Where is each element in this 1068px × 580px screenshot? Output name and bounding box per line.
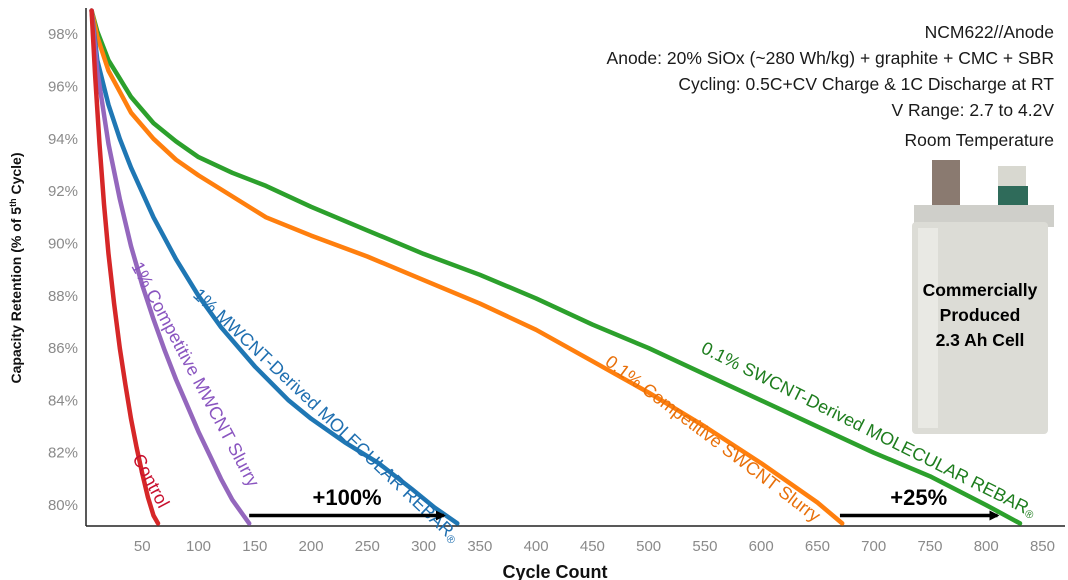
annotations: +100% +25% (249, 485, 1000, 521)
cell-body (912, 222, 1048, 434)
cell-photo: Commercially Produced 2.3 Ah Cell (912, 160, 1054, 434)
annotation-label-1: +100% (313, 485, 382, 510)
x-tick-label: 850 (1030, 538, 1055, 555)
x-tick-label: 800 (974, 538, 999, 555)
x-tick-label: 700 (861, 538, 886, 555)
x-tick-label: 750 (917, 538, 942, 555)
x-tick-label: 650 (805, 538, 830, 555)
y-tick-label: 84% (48, 392, 78, 409)
axes (85, 8, 1065, 527)
x-tick-label: 100 (186, 538, 211, 555)
info-line-3: Cycling: 0.5C+CV Charge & 1C Discharge a… (678, 74, 1054, 94)
x-tick-label: 550 (692, 538, 717, 555)
y-axis-title: Capacity Retention (% of 5th Cycle) (8, 152, 24, 383)
series-line-1-competitive-mwcnt-slurry (89, 8, 252, 526)
series-line-control (89, 8, 161, 526)
cell-top-seal (914, 205, 1054, 227)
series-label-control: Control (128, 450, 173, 511)
cell-body-sheen (918, 228, 938, 428)
series-line-1-mwcnt-derived-molecular-rebar (89, 8, 460, 526)
info-line-1: NCM622//Anode (925, 22, 1054, 42)
y-tick-labels: 80% 82% 84% 86% 88% 90% 92% 94% 96% 98% (48, 26, 78, 514)
cell-label-line-1: Commercially (923, 280, 1038, 300)
x-tick-labels: 50 100 150 200 250 300 350 400 450 500 550 600 650 70… (134, 538, 1055, 555)
y-tick-label: 98% (48, 26, 78, 43)
x-tick-label: 500 (636, 538, 661, 555)
y-tick-label: 92% (48, 183, 78, 200)
y-tick-label: 86% (48, 340, 78, 357)
series-line-0-1-competitive-swcnt-slurry (89, 8, 845, 526)
x-tick-label: 350 (467, 538, 492, 555)
x-tick-label: 300 (411, 538, 436, 555)
x-tick-label: 150 (242, 538, 267, 555)
info-text-block: NCM622//Anode Anode: 20% SiOx (~280 Wh/k… (607, 22, 1055, 150)
info-line-2: Anode: 20% SiOx (~280 Wh/kg) + graphite … (607, 48, 1054, 68)
y-tick-label: 90% (48, 235, 78, 252)
y-axis-title-superscript: th (8, 198, 18, 207)
series-lines (89, 8, 1023, 526)
y-tick-label: 88% (48, 288, 78, 305)
cell-label-line-3: 2.3 Ah Cell (936, 330, 1025, 350)
y-tick-label: 96% (48, 78, 78, 95)
x-tick-label: 50 (134, 538, 151, 555)
x-tick-label: 400 (524, 538, 549, 555)
x-tick-label: 200 (299, 538, 324, 555)
y-axis-title-part-2: Cycle) (8, 152, 24, 198)
series-line-0-1-swcnt-derived-molecular-rebar (89, 8, 1023, 526)
y-tick-label: 80% (48, 497, 78, 514)
info-line-5: Room Temperature (905, 130, 1054, 150)
x-tick-label: 450 (580, 538, 605, 555)
cell-label-line-2: Produced (940, 305, 1021, 325)
x-axis-title: Cycle Count (502, 562, 607, 580)
y-axis-title-part-1: Capacity Retention (% of 5 (8, 207, 24, 384)
info-line-4: V Range: 2.7 to 4.2V (892, 100, 1055, 120)
y-tick-label: 82% (48, 445, 78, 462)
cell-tab-left (932, 160, 960, 212)
y-tick-label: 94% (48, 131, 78, 148)
x-tick-label: 250 (355, 538, 380, 555)
x-tick-label: 600 (749, 538, 774, 555)
cell-tab-right (998, 166, 1026, 186)
annotation-label-2: +25% (890, 485, 947, 510)
